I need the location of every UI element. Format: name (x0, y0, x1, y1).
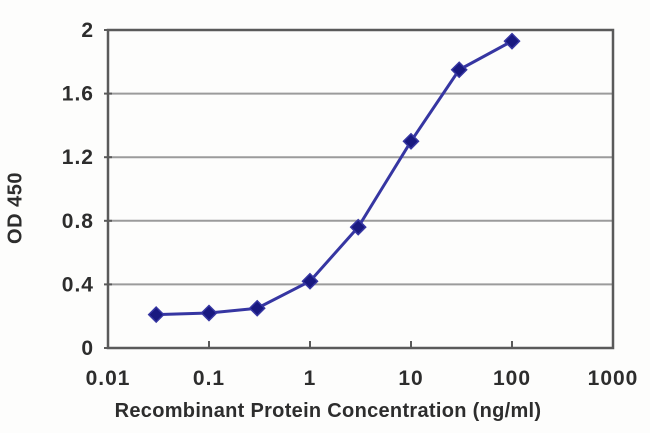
y-tick-label: 0.4 (62, 273, 94, 296)
y-tick-label: 1.6 (62, 83, 94, 106)
x-axis-title: Recombinant Protein Concentration (ng/ml… (114, 400, 542, 422)
x-tick-label: 100 (493, 367, 531, 390)
x-tick-label: 1 (304, 367, 317, 390)
y-axis-title: OD 450 (4, 172, 27, 244)
plot-border (106, 28, 615, 350)
data-point-marker (450, 61, 468, 79)
data-point-marker (147, 306, 165, 324)
y-tick-label: 2 (81, 19, 94, 42)
y-tick-label: 0 (81, 337, 94, 360)
y-tick-label: 1.2 (62, 146, 94, 169)
data-point-marker (248, 299, 266, 317)
data-point-marker (402, 132, 420, 150)
x-tick-label: 10 (398, 367, 423, 390)
data-point-marker (200, 304, 218, 322)
x-tick-label: 0.1 (193, 367, 225, 390)
data-point-marker (503, 32, 521, 50)
data-point-marker (301, 272, 319, 290)
data-point-marker (349, 218, 367, 236)
y-tick-label: 0.8 (62, 210, 94, 233)
x-tick-label: 1000 (588, 367, 639, 390)
x-tick-label: 0.01 (86, 367, 131, 390)
series-line (154, 39, 514, 317)
